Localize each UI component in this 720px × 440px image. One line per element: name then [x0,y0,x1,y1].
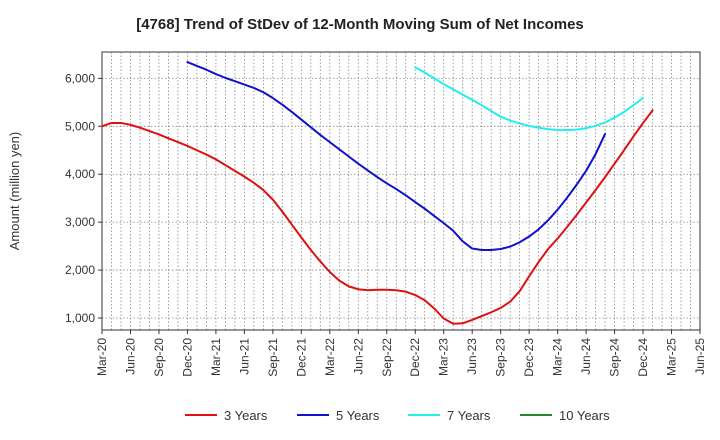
x-tick-label: Mar-22 [323,338,337,376]
x-tick-label: Jun-25 [693,338,707,375]
x-tick-label: Mar-23 [437,338,451,376]
plot-frame [101,51,701,331]
x-tick-label: Sep-20 [152,338,166,377]
x-tick-label: Dec-23 [522,338,536,377]
y-tick-label: 3,000 [65,215,95,229]
x-tick-label: Jun-21 [237,338,251,375]
series-line-3-years [101,109,654,325]
legend-label-10-years: 10 Years [559,408,610,423]
y-tick-label: 2,000 [65,263,95,277]
legend-label-3-years: 3 Years [224,408,268,423]
x-tick-label: Mar-21 [209,338,223,376]
grid-layer [102,52,700,330]
x-tick-label: Mar-25 [665,338,679,376]
y-axis-title: Amount (million yen) [7,132,22,251]
series-line-5-years [186,61,607,251]
x-tick-label: Jun-22 [351,338,365,375]
y-tick-label: 6,000 [65,71,95,85]
x-tick-label: Sep-23 [494,338,508,377]
x-tick-label: Jun-20 [123,338,137,375]
legend-label-5-years: 5 Years [336,408,380,423]
x-tick-label: Dec-20 [180,338,194,377]
x-tick-label: Dec-24 [636,338,650,377]
legend-label-7-years: 7 Years [447,408,491,423]
legend: 3 Years 5 Years 7 Years 10 Years [185,408,610,423]
chart-title: [4768] Trend of StDev of 12-Month Moving… [136,16,584,33]
y-tick-label: 5,000 [65,119,95,133]
x-tick-label: Jun-23 [465,338,479,375]
x-tick-label: Dec-21 [294,338,308,377]
x-tick-label: Sep-22 [380,338,394,377]
x-tick-label: Sep-24 [608,338,622,377]
y-tick-label: 4,000 [65,167,95,181]
y-axis-ticks: 1,000 2,000 3,000 4,000 5,000 6,000 [65,71,102,325]
series-layer [101,61,654,325]
x-axis-ticks: Mar-20 Jun-20 Sep-20 Dec-20 Mar-21 Jun-21 Sep-… [95,330,707,377]
x-tick-label: Sep-21 [266,338,280,377]
series-line-7-years [414,66,645,132]
y-tick-label: 1,000 [65,311,95,325]
x-tick-label: Dec-22 [408,338,422,377]
x-tick-label: Jun-24 [579,338,593,375]
x-tick-label: Mar-24 [551,338,565,376]
x-tick-label: Mar-20 [95,338,109,376]
